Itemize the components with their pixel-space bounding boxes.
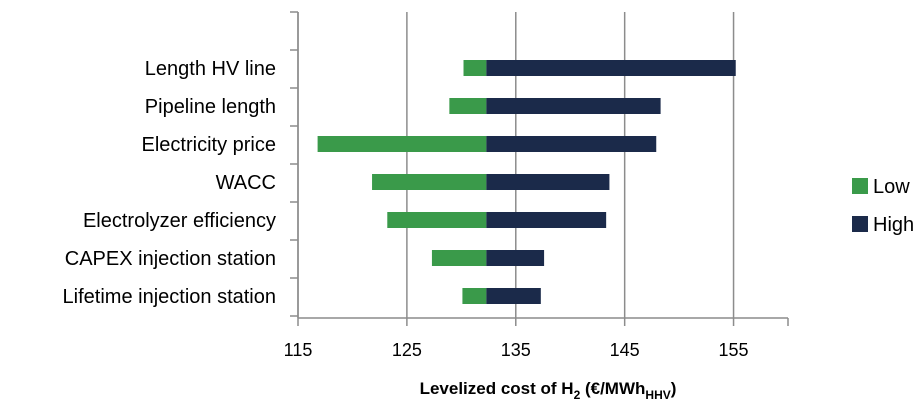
x-tick-label: 115 <box>284 340 313 360</box>
legend: Low High <box>852 176 914 236</box>
bar-high <box>486 250 545 266</box>
bars <box>317 60 736 304</box>
category-label: Electricity price <box>142 134 276 156</box>
legend-swatch-low <box>852 178 868 194</box>
bar-low <box>431 250 487 266</box>
category-label: Pipeline length <box>145 96 276 118</box>
legend-label-high: High <box>873 214 914 236</box>
bar-high <box>486 136 657 152</box>
bar-high <box>486 60 736 76</box>
category-label: Electrolyzer efficiency <box>83 210 276 232</box>
category-label: WACC <box>216 172 276 194</box>
category-label: CAPEX injection station <box>65 248 276 270</box>
bar-high <box>486 98 661 114</box>
bar-low <box>449 98 487 114</box>
gridlines <box>297 12 735 318</box>
bar-low <box>317 136 487 152</box>
category-label: Lifetime injection station <box>63 286 276 308</box>
x-axis-label: Levelized cost of H2 (€/MWhHHV) <box>420 379 677 402</box>
axes <box>290 11 789 326</box>
bar-high <box>486 174 610 190</box>
bar-low <box>387 212 487 228</box>
category-label: Length HV line <box>145 58 276 80</box>
x-tick-label: 135 <box>501 340 531 360</box>
bar-high <box>486 288 541 304</box>
legend-label-low: Low <box>873 176 910 198</box>
bar-low <box>463 60 487 76</box>
bar-high <box>486 212 607 228</box>
bar-low <box>372 174 487 190</box>
x-tick-label: 125 <box>392 340 422 360</box>
bar-low <box>462 288 487 304</box>
x-tick-label: 155 <box>719 340 749 360</box>
category-labels: Length HV line Pipeline length Electricity… <box>63 58 276 308</box>
x-tick-label: 145 <box>610 340 640 360</box>
x-tick-labels: 115 125 135 145 155 <box>284 340 749 360</box>
legend-swatch-high <box>852 216 868 232</box>
